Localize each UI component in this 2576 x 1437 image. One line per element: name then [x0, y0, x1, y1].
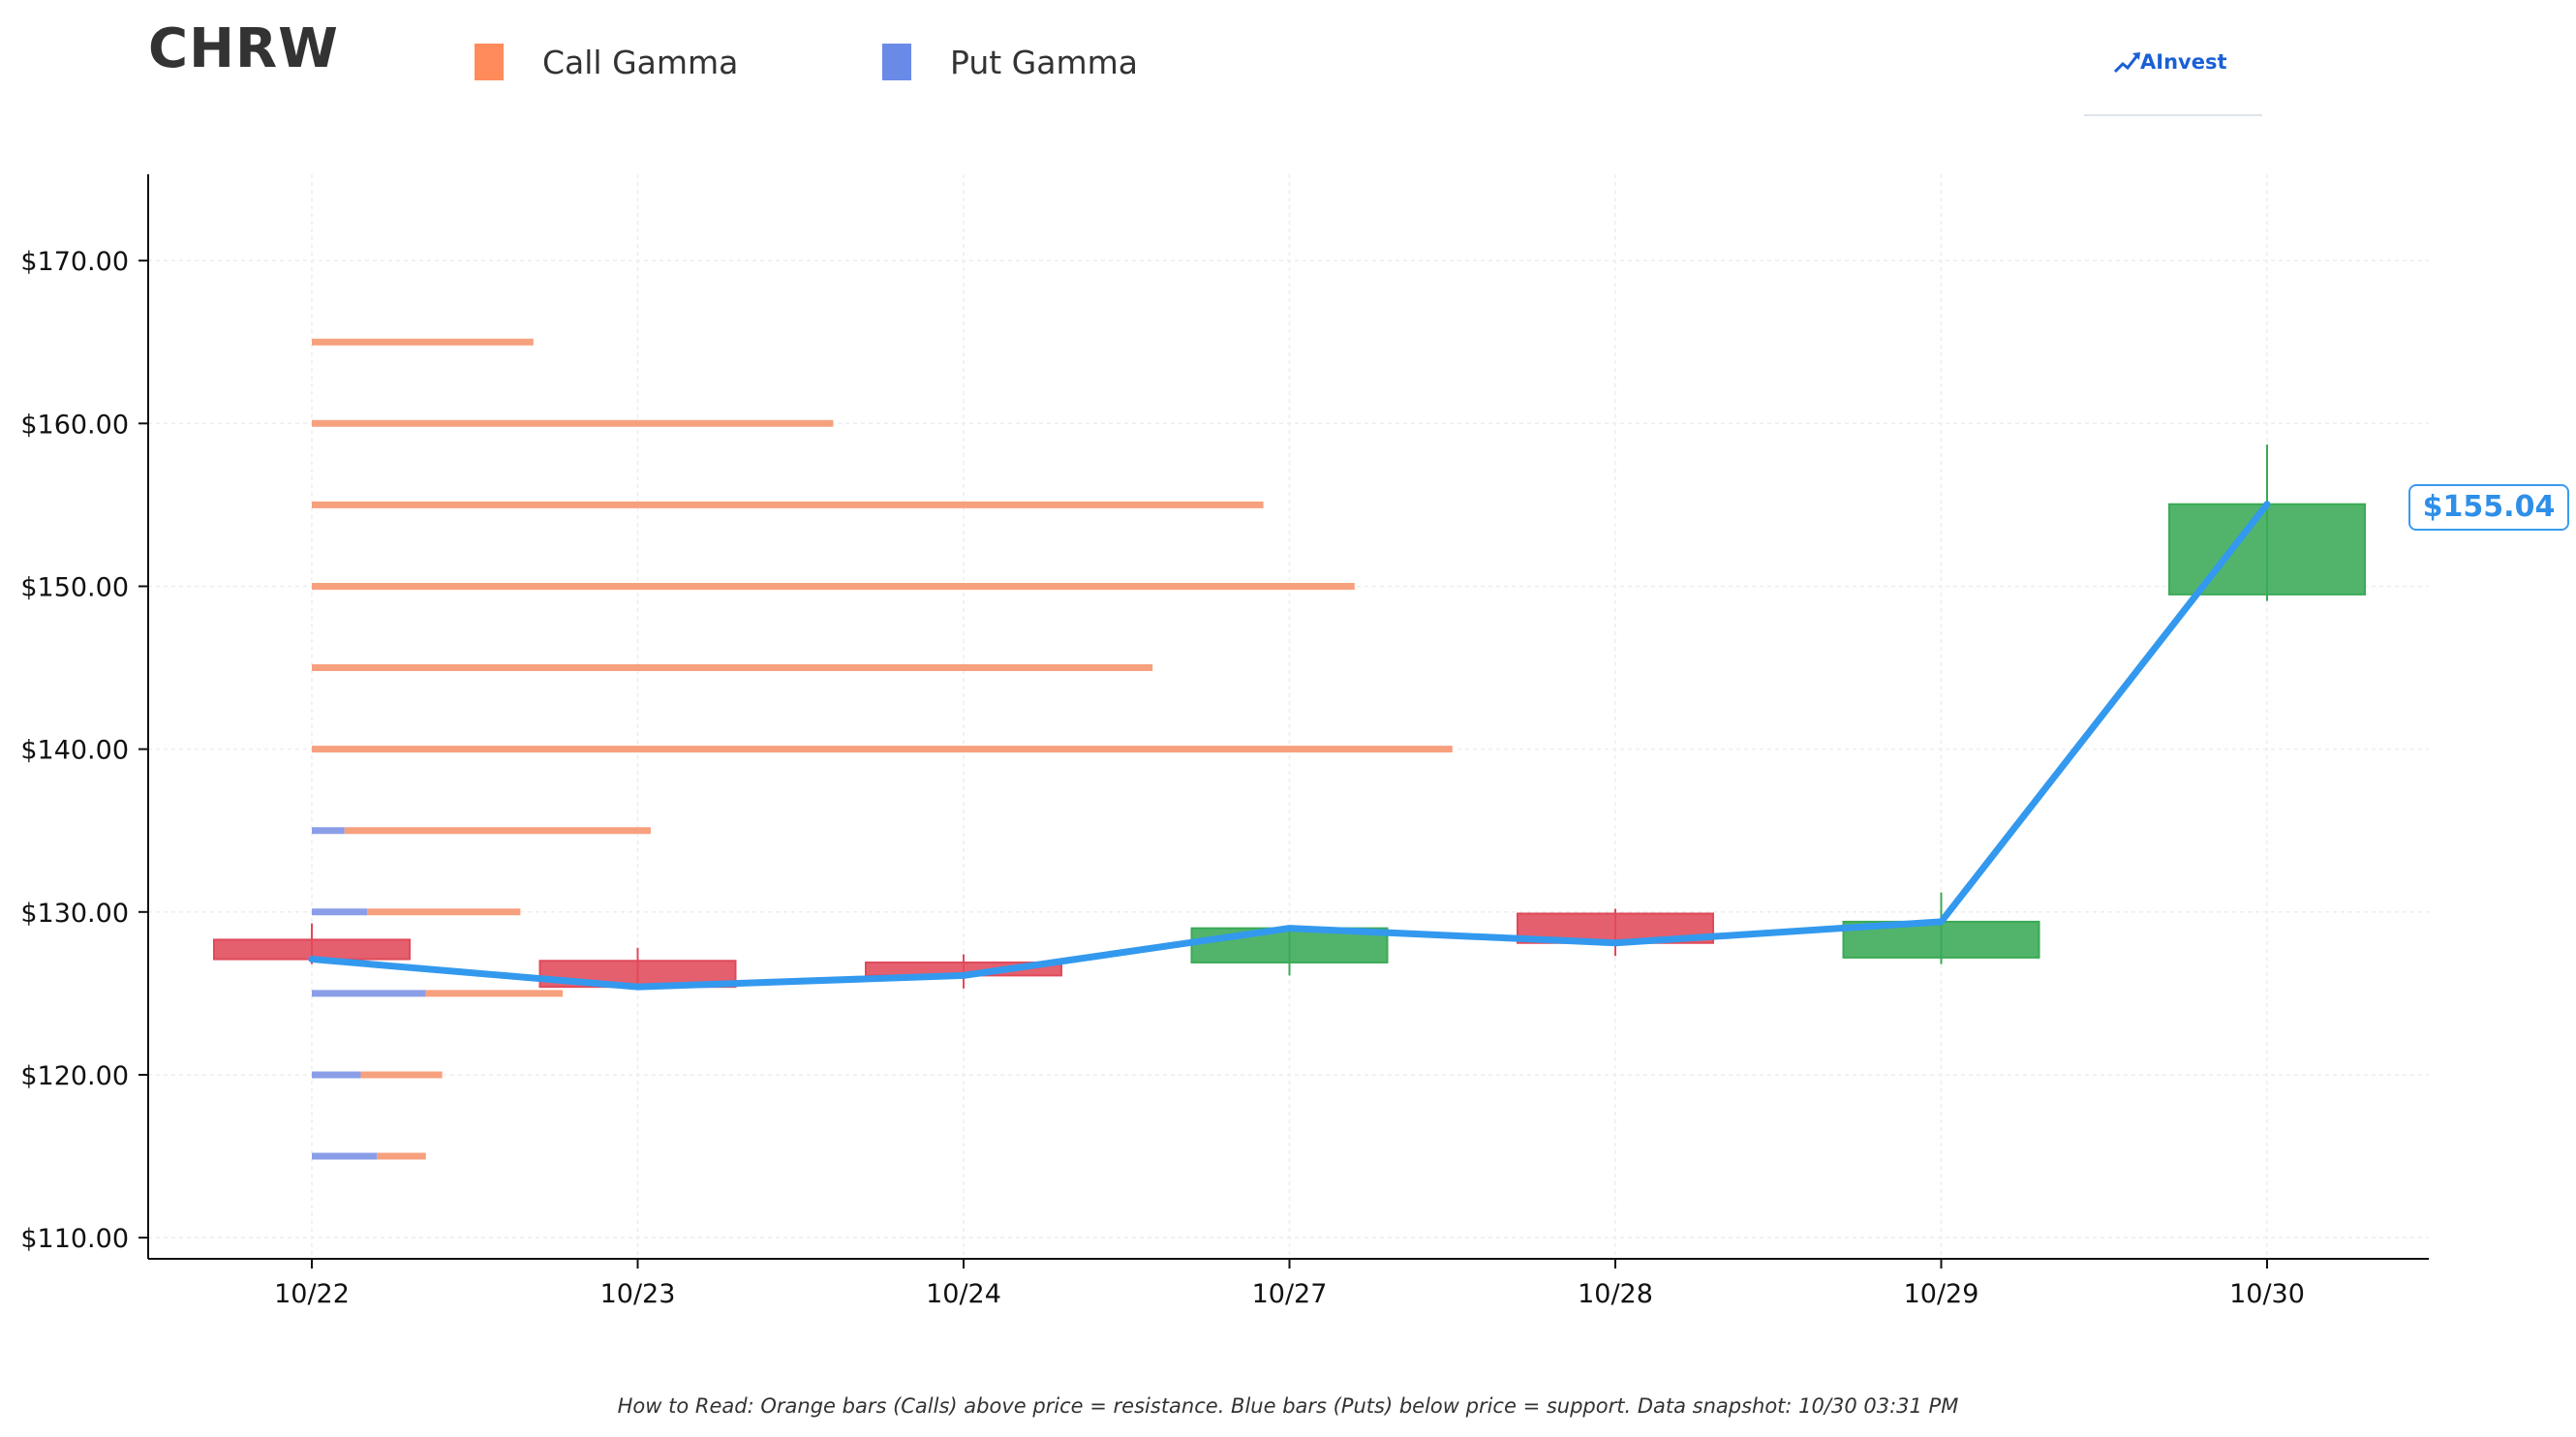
- y-tick-label-3: $140.00: [20, 736, 129, 766]
- legend-item-put-gamma: Put Gamma: [882, 39, 1138, 85]
- y-tick-label-6: $170.00: [20, 247, 129, 277]
- close-price-line: [308, 501, 2271, 991]
- x-tick-label-0: 10/22: [274, 1279, 350, 1309]
- candle-body-5: [1842, 920, 2040, 959]
- current-price-badge: $155.04: [2408, 484, 2569, 531]
- y-tick-label-5: $160.00: [20, 410, 129, 440]
- legend-label-call: Call Gamma: [542, 43, 739, 81]
- how-to-read-note: How to Read: Orange bars (Calls) above p…: [617, 1394, 1959, 1418]
- y-tick-label-1: $120.00: [20, 1061, 129, 1091]
- ticker-title: CHRW: [148, 17, 339, 80]
- brand-logo: AInvest: [2084, 37, 2262, 116]
- legend-item-call-gamma: Call Gamma: [475, 39, 738, 85]
- y-tick-label-2: $130.00: [20, 899, 129, 929]
- x-tick-label-5: 10/29: [1904, 1279, 1979, 1309]
- legend-swatch-call: [475, 44, 504, 80]
- gamma-price-chart: $110.00 $120.00 $130.00 $140.00 $150.00 $160.…: [20, 174, 2429, 1309]
- brand-name: AInvest: [2140, 50, 2227, 74]
- x-tick-label-2: 10/24: [926, 1279, 1001, 1309]
- x-tick-label-1: 10/23: [600, 1279, 676, 1309]
- x-tick-label-3: 10/27: [1252, 1279, 1328, 1309]
- x-tick-label-4: 10/28: [1578, 1279, 1653, 1309]
- legend-swatch-put: [882, 44, 911, 80]
- brand-chart-icon: [2113, 52, 2140, 74]
- x-tick-label-6: 10/30: [2229, 1279, 2305, 1309]
- y-tick-label-4: $150.00: [20, 572, 129, 602]
- y-tick-label-0: $110.00: [20, 1224, 129, 1254]
- legend-label-put: Put Gamma: [950, 43, 1138, 81]
- candle-body-6: [2168, 503, 2366, 596]
